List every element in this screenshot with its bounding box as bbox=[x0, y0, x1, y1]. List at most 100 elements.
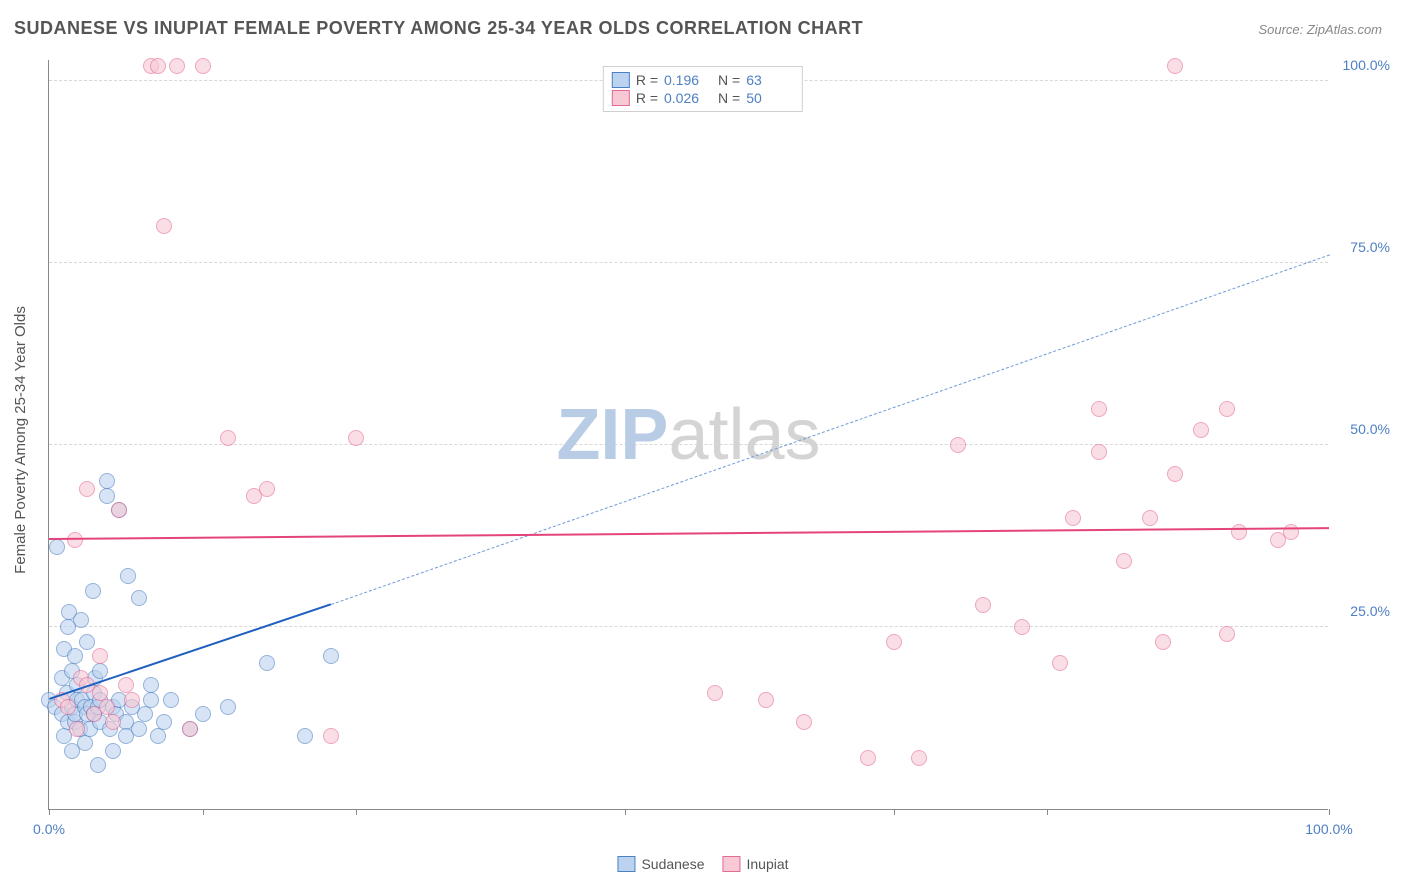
plot-area: ZIPatlas 25.0%50.0%75.0%100.0%0.0%100.0% bbox=[48, 60, 1328, 810]
data-point bbox=[169, 58, 185, 74]
x-tick bbox=[203, 809, 204, 815]
data-point bbox=[1219, 626, 1235, 642]
series-legend: Sudanese Inupiat bbox=[617, 856, 788, 872]
data-point bbox=[975, 597, 991, 613]
data-point bbox=[131, 590, 147, 606]
x-tick-label: 100.0% bbox=[1305, 821, 1352, 837]
y-tick-label: 50.0% bbox=[1350, 421, 1390, 437]
legend-swatch bbox=[612, 72, 630, 88]
data-point bbox=[1014, 619, 1030, 635]
data-point bbox=[220, 430, 236, 446]
stats-legend-row: R =0.026N =50 bbox=[612, 89, 794, 107]
r-value: 0.026 bbox=[664, 90, 712, 106]
chart-title: SUDANESE VS INUPIAT FEMALE POVERTY AMONG… bbox=[14, 18, 863, 39]
data-point bbox=[143, 677, 159, 693]
watermark-suffix: atlas bbox=[668, 395, 820, 475]
legend-swatch bbox=[617, 856, 635, 872]
data-point bbox=[911, 750, 927, 766]
data-point bbox=[156, 714, 172, 730]
n-value: 50 bbox=[746, 90, 794, 106]
data-point bbox=[1052, 655, 1068, 671]
stats-legend-row: R = 0.196 N = 63 bbox=[612, 71, 794, 89]
data-point bbox=[259, 655, 275, 671]
n-value: 63 bbox=[746, 72, 794, 88]
n-label: N = bbox=[718, 72, 740, 88]
data-point bbox=[950, 437, 966, 453]
data-point bbox=[860, 750, 876, 766]
x-tick-label: 0.0% bbox=[33, 821, 65, 837]
legend-swatch bbox=[612, 90, 630, 106]
chart-container: SUDANESE VS INUPIAT FEMALE POVERTY AMONG… bbox=[0, 0, 1406, 892]
gridline bbox=[49, 444, 1328, 445]
watermark: ZIPatlas bbox=[556, 394, 820, 476]
data-point bbox=[79, 634, 95, 650]
data-point bbox=[1155, 634, 1171, 650]
data-point bbox=[143, 692, 159, 708]
data-point bbox=[111, 502, 127, 518]
data-point bbox=[1091, 444, 1107, 460]
data-point bbox=[99, 473, 115, 489]
stats-legend: R = 0.196 N = 63R = 0.026 N = 50 bbox=[603, 66, 803, 112]
data-point bbox=[297, 728, 313, 744]
data-point bbox=[99, 488, 115, 504]
data-point bbox=[1219, 401, 1235, 417]
y-tick-label: 25.0% bbox=[1350, 603, 1390, 619]
gridline bbox=[49, 262, 1328, 263]
data-point bbox=[1091, 401, 1107, 417]
x-tick bbox=[625, 809, 626, 815]
data-point bbox=[1231, 524, 1247, 540]
data-point bbox=[259, 481, 275, 497]
data-point bbox=[182, 721, 198, 737]
data-point bbox=[886, 634, 902, 650]
data-point bbox=[150, 728, 166, 744]
trend-line bbox=[49, 603, 331, 700]
data-point bbox=[1116, 553, 1132, 569]
data-point bbox=[131, 721, 147, 737]
data-point bbox=[758, 692, 774, 708]
data-point bbox=[150, 58, 166, 74]
data-point bbox=[85, 583, 101, 599]
data-point bbox=[1193, 422, 1209, 438]
data-point bbox=[195, 706, 211, 722]
data-point bbox=[120, 568, 136, 584]
data-point bbox=[60, 699, 76, 715]
trend-line bbox=[49, 527, 1329, 540]
data-point bbox=[73, 612, 89, 628]
data-point bbox=[323, 728, 339, 744]
data-point bbox=[105, 714, 121, 730]
x-tick bbox=[1329, 809, 1330, 815]
data-point bbox=[156, 218, 172, 234]
series-legend-item: Sudanese bbox=[617, 856, 704, 872]
gridline bbox=[49, 626, 1328, 627]
r-value: 0.196 bbox=[664, 72, 712, 88]
data-point bbox=[137, 706, 153, 722]
x-tick bbox=[1047, 809, 1048, 815]
data-point bbox=[1142, 510, 1158, 526]
series-legend-label: Sudanese bbox=[641, 856, 704, 872]
watermark-prefix: ZIP bbox=[556, 395, 668, 475]
x-tick bbox=[49, 809, 50, 815]
r-label: R = bbox=[636, 72, 658, 88]
data-point bbox=[67, 648, 83, 664]
data-point bbox=[348, 430, 364, 446]
data-point bbox=[124, 692, 140, 708]
legend-swatch bbox=[723, 856, 741, 872]
x-tick bbox=[894, 809, 895, 815]
data-point bbox=[323, 648, 339, 664]
data-point bbox=[92, 648, 108, 664]
data-point bbox=[69, 721, 85, 737]
data-point bbox=[1065, 510, 1081, 526]
data-point bbox=[1167, 466, 1183, 482]
data-point bbox=[105, 743, 121, 759]
series-legend-item: Inupiat bbox=[723, 856, 789, 872]
data-point bbox=[163, 692, 179, 708]
y-axis-label: Female Poverty Among 25-34 Year Olds bbox=[12, 306, 29, 574]
y-tick-label: 100.0% bbox=[1343, 57, 1390, 73]
data-point bbox=[79, 481, 95, 497]
x-tick bbox=[356, 809, 357, 815]
source-attribution: Source: ZipAtlas.com bbox=[1258, 22, 1382, 37]
n-label: N = bbox=[718, 90, 740, 106]
series-legend-label: Inupiat bbox=[747, 856, 789, 872]
data-point bbox=[796, 714, 812, 730]
y-tick-label: 75.0% bbox=[1350, 239, 1390, 255]
